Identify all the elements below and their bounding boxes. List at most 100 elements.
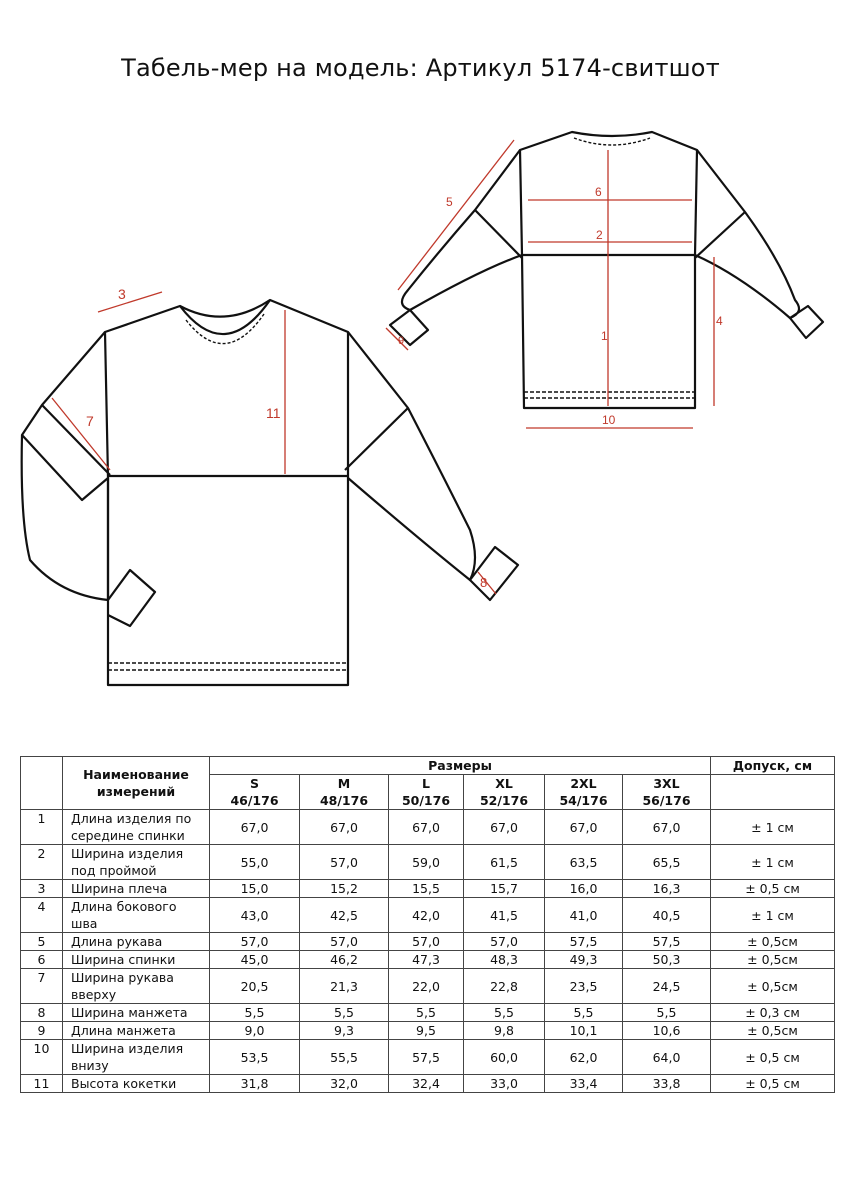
size-value: 47,3 — [388, 950, 464, 969]
size-letter: L — [422, 776, 430, 791]
size-value: 57,0 — [463, 932, 545, 951]
table-row: 3 Ширина плеча 15,0 15,2 15,5 15,7 16,0 16,3 ± 0… — [20, 879, 835, 898]
front-right-cuff — [468, 545, 520, 602]
size-value: 60,0 — [463, 1039, 545, 1075]
size-value: 21,3 — [299, 968, 389, 1004]
size-value: 57,5 — [544, 932, 623, 951]
row-number: 6 — [20, 950, 63, 969]
measurement-name: Ширина манжета — [62, 1003, 210, 1022]
sizes-header: Размеры — [209, 756, 711, 775]
size-value: 42,5 — [299, 897, 389, 933]
back-left-sleeve — [400, 149, 523, 312]
measurement-name: Длина манжета — [62, 1021, 210, 1040]
size-value: 10,1 — [544, 1021, 623, 1040]
measurement-name: Длина бокового шва — [62, 897, 210, 933]
front-neck — [179, 299, 271, 336]
size-value: 46,2 — [299, 950, 389, 969]
measurement-name: Высота кокетки — [62, 1074, 210, 1093]
size-value: 5,5 — [209, 1003, 300, 1022]
size-value: 15,7 — [463, 879, 545, 898]
size-code: 52/176 — [479, 793, 529, 808]
table-row: 6 Ширина спинки 45,0 46,2 47,3 48,3 49,3 50,3 ± … — [20, 950, 835, 969]
back-right-sleeve — [694, 149, 801, 320]
tolerance-header-blank — [710, 774, 835, 810]
row-number: 8 — [20, 1003, 63, 1022]
measurement-name: Ширина изделия под проймой — [62, 844, 210, 880]
size-value: 15,0 — [209, 879, 300, 898]
tolerance-value: ± 0,5см — [710, 1021, 835, 1040]
size-value: 57,5 — [622, 932, 711, 951]
size-value: 43,0 — [209, 897, 300, 933]
tolerance-value: ± 1 см — [710, 809, 835, 845]
size-value: 57,0 — [299, 844, 389, 880]
tolerance-value: ± 1 см — [710, 844, 835, 880]
svg-text:10: 10 — [602, 413, 616, 427]
size-value: 5,5 — [388, 1003, 464, 1022]
svg-text:5: 5 — [446, 195, 453, 209]
svg-text:8: 8 — [480, 575, 487, 590]
measurement-name: Длина рукава — [62, 932, 210, 951]
size-letter: M — [337, 776, 351, 791]
size-header: XL 52/176 — [463, 774, 545, 810]
svg-text:4: 4 — [716, 314, 723, 328]
front-left-cuff — [107, 568, 157, 628]
size-value: 67,0 — [209, 809, 300, 845]
number-header — [20, 756, 63, 810]
row-number: 1 — [20, 809, 63, 845]
size-code: 50/176 — [401, 793, 451, 808]
size-value: 50,3 — [622, 950, 711, 969]
tolerance-value: ± 0,5 см — [710, 1074, 835, 1093]
size-value: 49,3 — [544, 950, 623, 969]
size-letter: S — [249, 776, 259, 791]
measurement-name: Ширина спинки — [62, 950, 210, 969]
size-value: 61,5 — [463, 844, 545, 880]
svg-text:6: 6 — [595, 185, 602, 199]
tolerance-value: ± 0,5 см — [710, 879, 835, 898]
front-body-outline — [103, 298, 350, 687]
size-value: 48,3 — [463, 950, 545, 969]
tolerance-value: ± 0,5 см — [710, 1039, 835, 1075]
size-value: 5,5 — [544, 1003, 623, 1022]
svg-text:3: 3 — [118, 286, 126, 302]
size-value: 42,0 — [388, 897, 464, 933]
size-value: 22,0 — [388, 968, 464, 1004]
size-value: 33,4 — [544, 1074, 623, 1093]
size-value: 57,5 — [388, 1039, 464, 1075]
table-row: 7 Ширина рукава вверху 20,5 21,3 22,0 22,8 23,… — [20, 968, 835, 1004]
size-value: 9,0 — [209, 1021, 300, 1040]
size-value: 24,5 — [622, 968, 711, 1004]
size-value: 40,5 — [622, 897, 711, 933]
size-letter: 2XL — [570, 776, 597, 791]
page-title: Табель-мер на модель: Артикул 5174-свитш… — [121, 54, 720, 82]
size-value: 62,0 — [544, 1039, 623, 1075]
size-header: M 48/176 — [299, 774, 389, 810]
size-header: S 46/176 — [209, 774, 300, 810]
size-value: 5,5 — [622, 1003, 711, 1022]
row-number: 10 — [20, 1039, 63, 1075]
size-value: 22,8 — [463, 968, 545, 1004]
back-right-cuff — [788, 304, 825, 340]
size-value: 55,5 — [299, 1039, 389, 1075]
row-number: 2 — [20, 844, 63, 880]
size-letter: 3XL — [653, 776, 680, 791]
tolerance-value: ± 1 см — [710, 897, 835, 933]
size-code: 56/176 — [642, 793, 691, 808]
svg-text:7: 7 — [86, 413, 94, 429]
size-value: 41,0 — [544, 897, 623, 933]
size-letter: XL — [495, 776, 513, 791]
row-number: 11 — [20, 1074, 63, 1093]
name-header: Наименование измерений — [62, 756, 210, 810]
tolerance-value: ± 0,3 см — [710, 1003, 835, 1022]
size-header: 3XL 56/176 — [622, 774, 711, 810]
front-left-sleeve — [20, 331, 110, 602]
size-value: 5,5 — [299, 1003, 389, 1022]
size-value: 67,0 — [463, 809, 545, 845]
size-value: 10,6 — [622, 1021, 711, 1040]
svg-text:2: 2 — [596, 228, 603, 242]
measurement-name: Ширина рукава вверху — [62, 968, 210, 1004]
table-row: 8 Ширина манжета 5,5 5,5 5,5 5,5 5,5 5,5 ± 0,3 с… — [20, 1003, 835, 1022]
table-row: 11 Высота кокетки 31,8 32,0 32,4 33,0 33,4 33,8… — [20, 1074, 835, 1093]
size-value: 9,8 — [463, 1021, 545, 1040]
size-value: 16,0 — [544, 879, 623, 898]
size-value: 31,8 — [209, 1074, 300, 1093]
